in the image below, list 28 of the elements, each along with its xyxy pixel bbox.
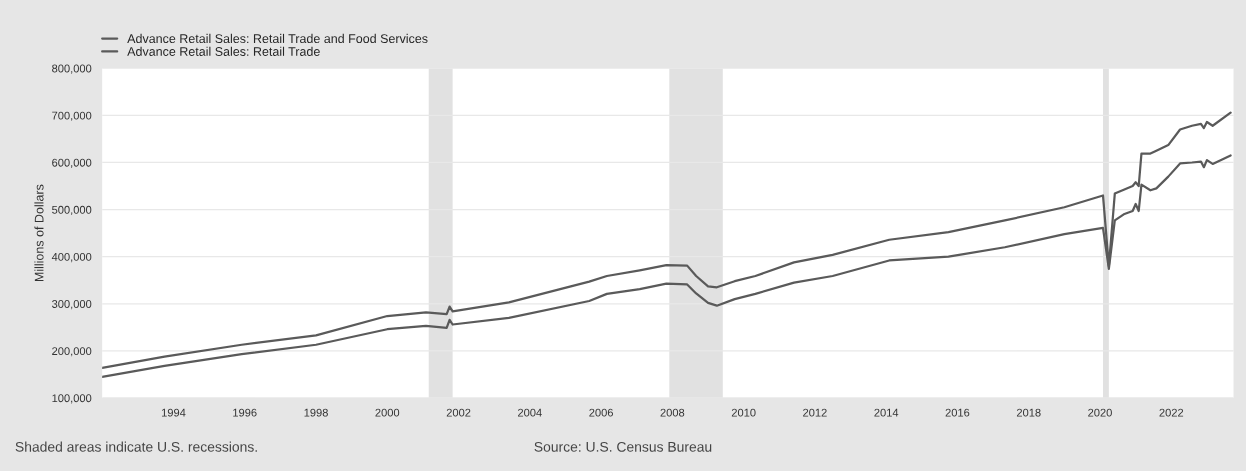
source-note: Source: U.S. Census Bureau: [534, 441, 712, 452]
x-tick-label: 2016: [945, 408, 970, 417]
y-tick-label: 500,000: [52, 205, 92, 216]
x-tick-label: 2012: [803, 408, 827, 417]
x-tick-label: 2014: [874, 408, 899, 417]
y-tick-label: 100,000: [52, 394, 92, 404]
y-axis-title: Millions of Dollars: [34, 184, 44, 282]
x-tick-label: 2000: [375, 408, 400, 417]
x-tick-label: 2022: [1159, 408, 1184, 417]
text: Shaded areas indicate U.S. recessions.: [15, 441, 257, 452]
x-tick-label: 2010: [731, 408, 756, 417]
x-tick-label: 1998: [304, 408, 328, 417]
x-tick-label: 1994: [161, 408, 186, 417]
y-tick-label: 400,000: [51, 252, 92, 263]
x-tick-label: 2020: [1088, 408, 1112, 417]
y-tick-label: 800,000: [52, 64, 92, 74]
x-tick-label: 2002: [446, 408, 471, 417]
legend-label: Advance Retail Sales: Retail Trade and Food Services: [127, 33, 428, 44]
x-tick-label: 1996: [233, 408, 257, 417]
legend-label: Advance Retail Sales: Retail Trade: [127, 46, 320, 56]
x-tick-label: 2006: [589, 408, 613, 417]
x-tick-label: 2008: [660, 408, 685, 417]
y-tick-label: 600,000: [52, 158, 92, 168]
y-tick-label: 200,000: [52, 347, 92, 357]
x-tick-label: 2018: [1016, 408, 1041, 417]
y-tick-label: 300,000: [52, 300, 92, 310]
x-tick-label: 2004: [518, 408, 542, 417]
y-tick-label: 700,000: [52, 111, 92, 121]
